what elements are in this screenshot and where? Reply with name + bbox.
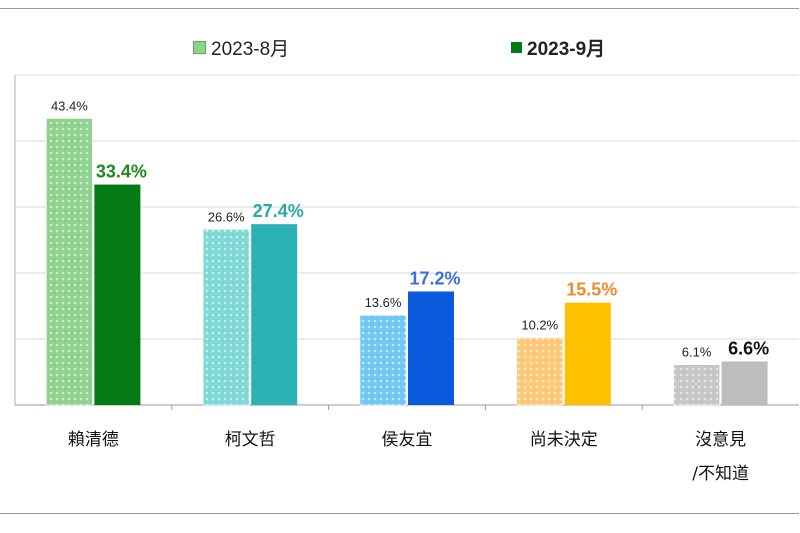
category-label: 沒意見 xyxy=(695,430,746,450)
category-label: 賴清德 xyxy=(68,430,119,450)
bar-sep xyxy=(721,361,768,405)
bar-sep xyxy=(251,224,298,405)
data-label-sep: 33.4% xyxy=(96,162,147,182)
legend-swatch-sep xyxy=(511,42,522,53)
bar-sep xyxy=(564,302,611,405)
legend-swatch-aug xyxy=(193,41,206,54)
category-label: 侯友宜 xyxy=(382,430,433,450)
category-label: /不知道 xyxy=(692,464,749,484)
legend-label-sep: 2023-9月 xyxy=(527,39,606,60)
category-label: 柯文哲 xyxy=(225,430,276,450)
data-label-sep: 17.2% xyxy=(409,268,460,288)
bar-aug-texture xyxy=(360,315,406,405)
chart-frame xyxy=(0,8,799,514)
legend-item-sep: 2023-9月 xyxy=(511,34,605,61)
data-label-aug: 6.1% xyxy=(682,345,712,360)
bar-sep xyxy=(94,184,141,405)
data-label-sep: 27.4% xyxy=(253,201,304,221)
legend-item-aug: 2023-8月 xyxy=(193,34,289,61)
bar-aug-texture xyxy=(203,229,250,405)
legend-label-aug: 2023-8月 xyxy=(211,39,290,60)
bar-aug-texture xyxy=(673,364,720,405)
data-label-aug: 26.6% xyxy=(208,209,245,224)
data-label-sep: 15.5% xyxy=(566,280,617,300)
bar-aug-texture xyxy=(516,337,563,405)
data-label-aug: 43.4% xyxy=(51,99,88,114)
bar-sep xyxy=(408,291,454,405)
data-label-sep: 6.6% xyxy=(728,338,769,358)
bar-aug-texture xyxy=(46,118,93,405)
data-label-aug: 13.6% xyxy=(365,295,402,310)
data-label-aug: 10.2% xyxy=(521,318,558,333)
category-label: 尚未決定 xyxy=(530,430,598,450)
legend: 2023-8月 2023-9月 xyxy=(0,34,800,62)
